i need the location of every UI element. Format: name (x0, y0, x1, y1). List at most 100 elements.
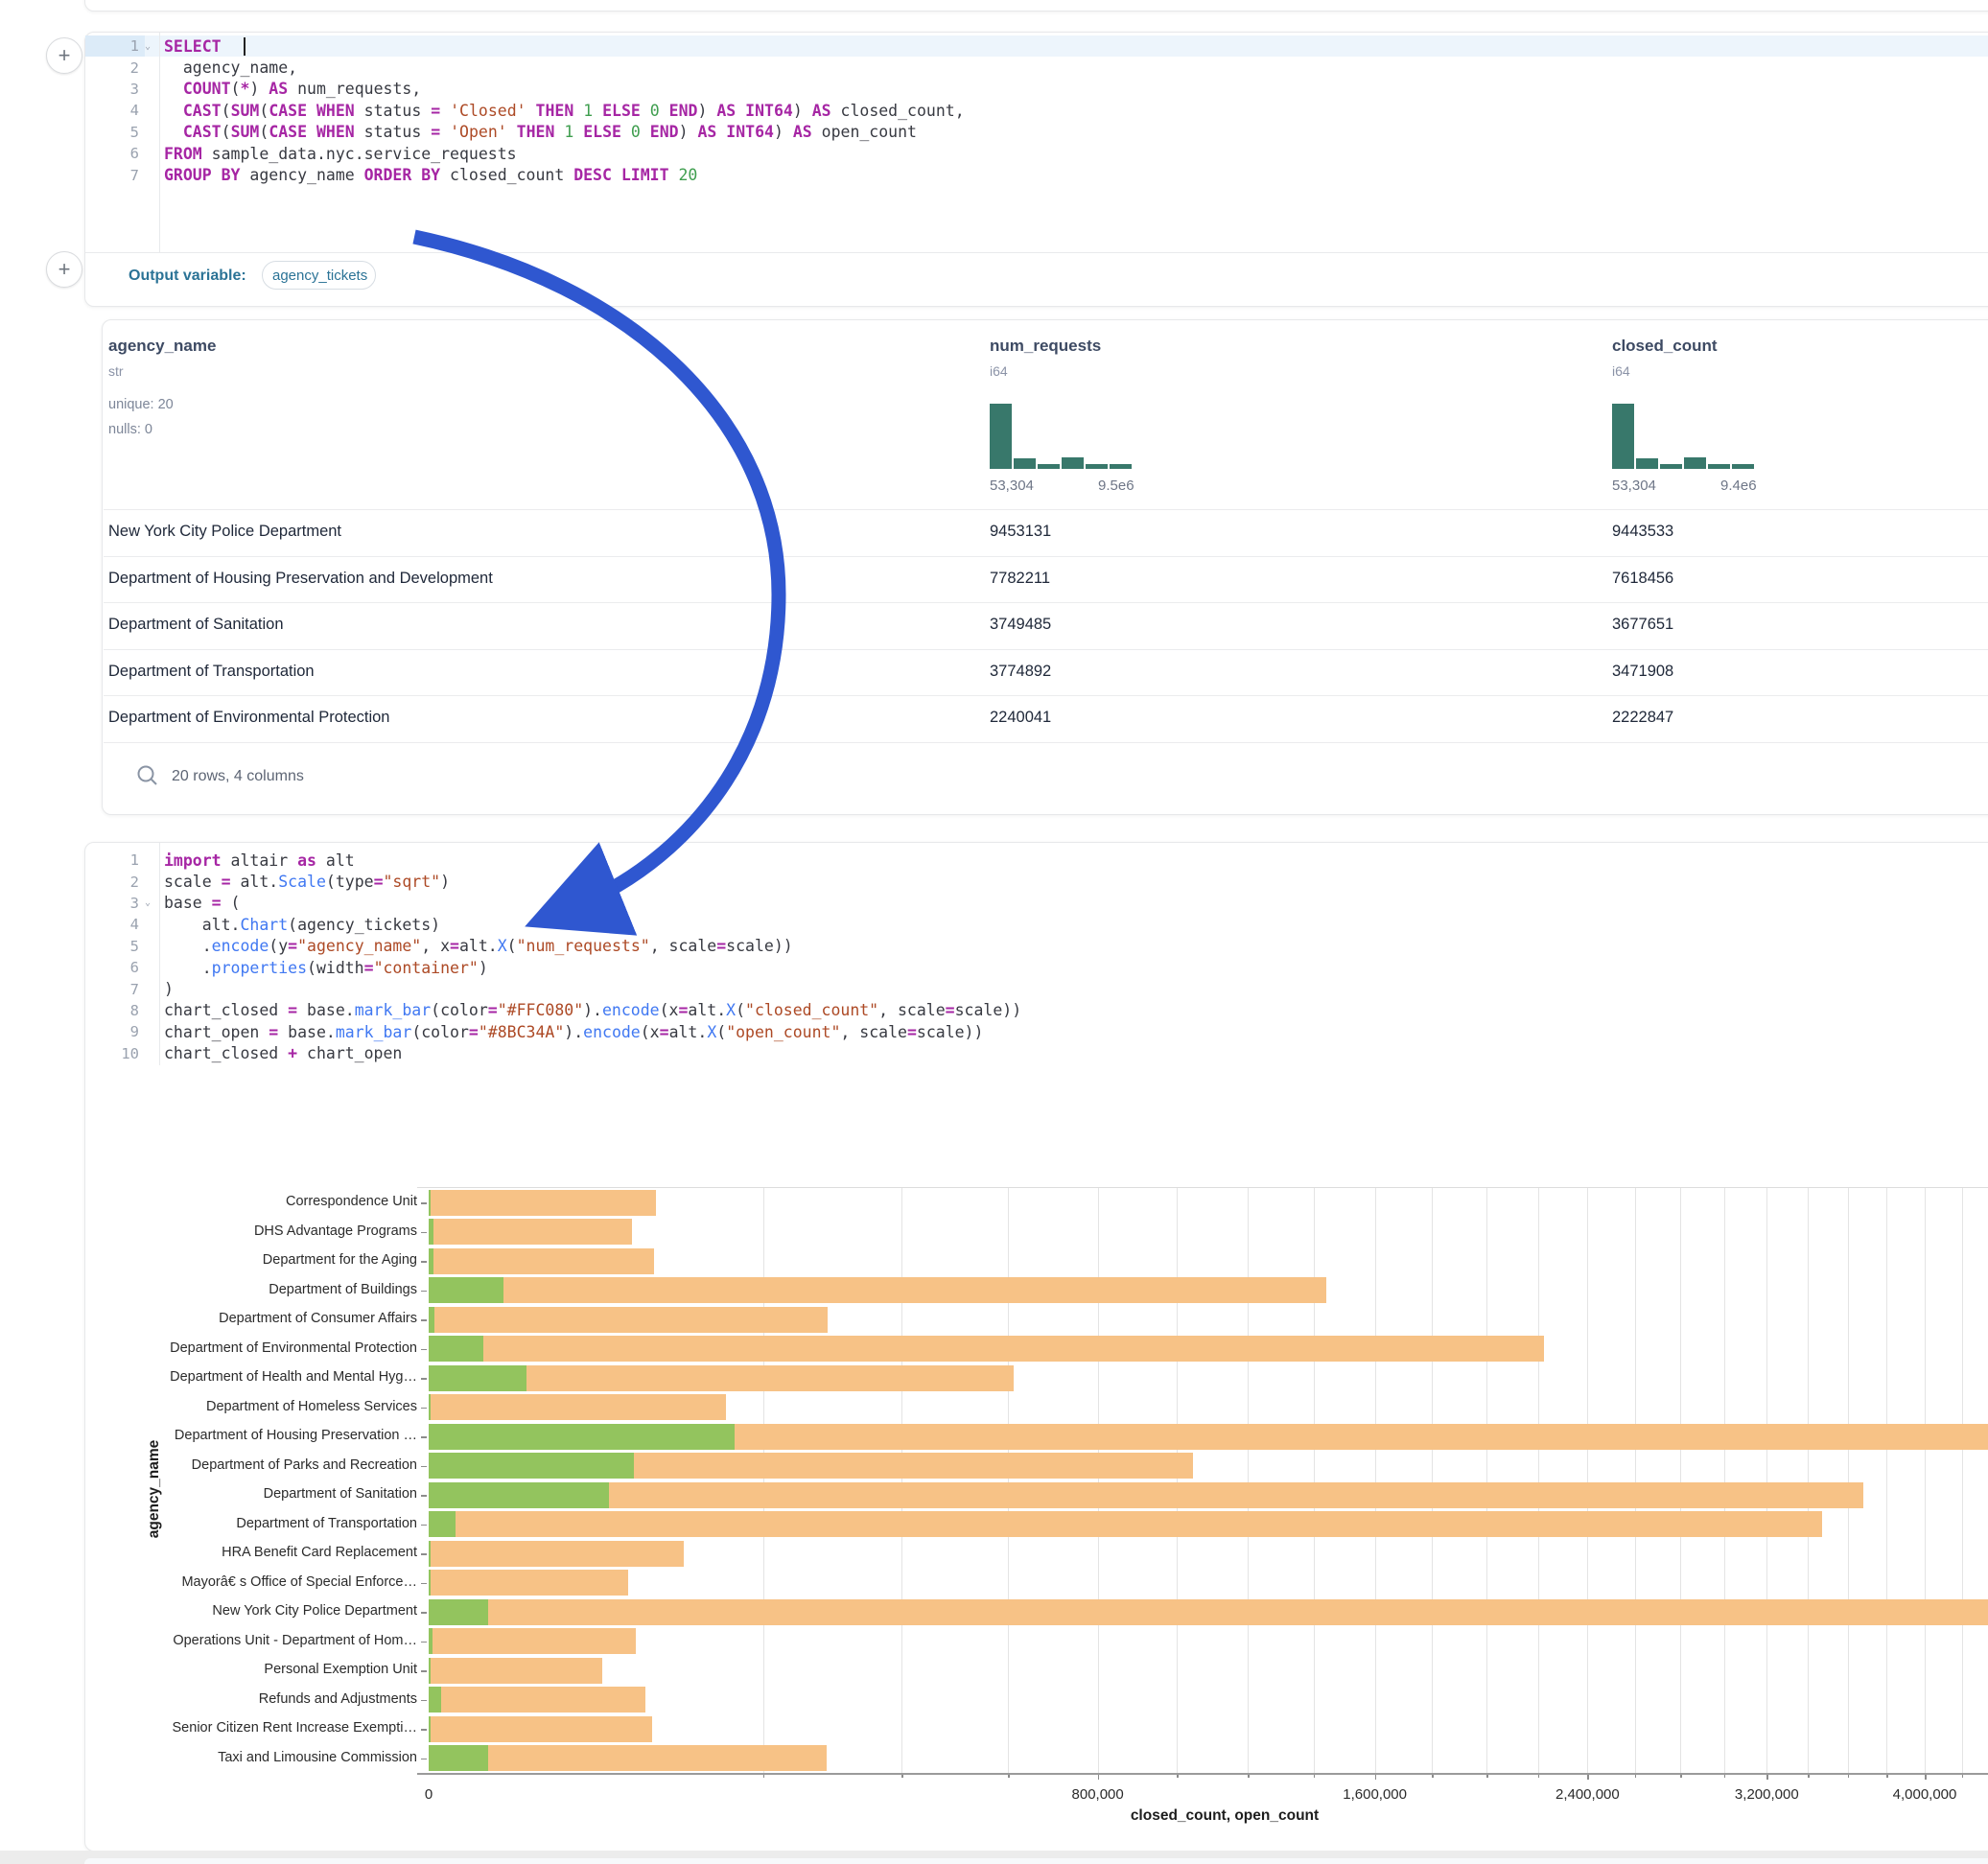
open-count-bar (429, 1307, 434, 1333)
line-number: 8 (85, 1000, 145, 1021)
open-count-bar (429, 1511, 456, 1537)
output-variable-value: agency_tickets (272, 268, 367, 284)
gridline (1314, 1188, 1315, 1773)
table-cell: 3471908 (1612, 663, 1673, 681)
fold-chevron-icon[interactable]: ⌄ (145, 897, 158, 908)
histogram-bar (1684, 457, 1706, 469)
code-text: ) (158, 980, 174, 998)
gridline (1248, 1188, 1249, 1773)
code-text: scale = alt.Scale(type="sqrt") (158, 873, 450, 891)
table-cell: 3774892 (990, 663, 1051, 681)
gridline (901, 1188, 902, 1773)
gridline (1635, 1188, 1636, 1773)
gridline (1538, 1188, 1539, 1773)
line-number: 5 (85, 122, 145, 143)
gridline (1375, 1188, 1376, 1773)
code-line[interactable]: 2 agency_name, (85, 57, 1988, 78)
table-cell: 9453131 (990, 523, 1051, 541)
code-text: base = ( (158, 894, 240, 912)
x-axis-label: 1,600,000 (1343, 1786, 1407, 1803)
code-line[interactable]: 4 alt.Chart(agency_tickets) (85, 914, 1988, 935)
y-axis-label: New York City Police Department (112, 1603, 417, 1619)
line-number: 10 (85, 1043, 145, 1064)
output-variable-pill[interactable]: agency_tickets (262, 261, 376, 290)
open-count-bar (429, 1628, 433, 1654)
open-count-bar (429, 1394, 431, 1420)
open-count-bar (429, 1424, 735, 1450)
y-axis-label: Department of Transportation (112, 1516, 417, 1531)
gutter-divider (159, 843, 160, 1065)
closed-count-bar (429, 1219, 632, 1245)
line-number: 7 (85, 978, 145, 999)
row-divider (104, 742, 1988, 743)
code-line[interactable]: 5 CAST(SUM(CASE WHEN status = 'Open' THE… (85, 122, 1988, 143)
open-count-bar (429, 1277, 503, 1303)
line-number: 3 (85, 893, 145, 914)
table-cell: Department of Environmental Protection (108, 709, 389, 727)
code-line[interactable]: 9chart_open = base.mark_bar(color="#8BC3… (85, 1021, 1988, 1042)
histogram-bar (1660, 464, 1682, 469)
column-header-num_requests[interactable]: num_requests (990, 337, 1101, 356)
closed-count-bar (429, 1687, 645, 1713)
code-line[interactable]: 6FROM sample_data.nyc.service_requests (85, 143, 1988, 164)
line-number: 3 (85, 79, 145, 100)
histogram-bar (1636, 458, 1658, 469)
search-icon[interactable] (135, 763, 160, 788)
y-axis-tick (421, 1202, 427, 1204)
column-type: str (108, 363, 124, 379)
y-axis-tick (421, 1466, 427, 1468)
code-line[interactable]: 10chart_closed + chart_open (85, 1043, 1988, 1064)
y-axis-label: Department for the Aging (112, 1252, 417, 1268)
code-line[interactable]: 1⌄SELECT (85, 35, 1988, 57)
code-line[interactable]: 5 .encode(y="agency_name", x=alt.X("num_… (85, 936, 1988, 957)
column-header-closed_count[interactable]: closed_count (1612, 337, 1718, 356)
table-cell: 3749485 (990, 616, 1051, 634)
y-axis-tick (421, 1349, 427, 1351)
open-count-bar (429, 1687, 441, 1713)
column-stat: nulls: 0 (108, 422, 152, 437)
add-cell-button-top[interactable]: + (46, 37, 82, 74)
table-cell: 9443533 (1612, 523, 1673, 541)
closed-count-bar (429, 1511, 1822, 1537)
code-line[interactable]: 1import altair as alt (85, 850, 1988, 871)
y-axis-label: Department of Sanitation (112, 1486, 417, 1502)
y-axis-tick (421, 1291, 427, 1293)
code-line[interactable]: 7GROUP BY agency_name ORDER BY closed_co… (85, 164, 1988, 185)
table-footer-summary: 20 rows, 4 columns (172, 768, 304, 785)
code-line[interactable]: 3⌄base = ( (85, 893, 1988, 914)
sql-code-editor[interactable]: 1⌄SELECT2 agency_name,3 COUNT(*) AS num_… (85, 35, 1988, 252)
altair-chart: 0800,0001,600,0002,400,0003,200,0004,000… (85, 1065, 1988, 1850)
open-count-bar (429, 1453, 634, 1479)
closed-count-bar (429, 1599, 1988, 1625)
code-line[interactable]: 3 COUNT(*) AS num_requests, (85, 79, 1988, 100)
code-line[interactable]: 8 chart_closed = base.mark_bar(color="#FF… (85, 1000, 1988, 1021)
gridline (1432, 1188, 1433, 1773)
add-cell-button-mid[interactable]: + (46, 251, 82, 288)
y-axis-label: Refunds and Adjustments (112, 1691, 417, 1707)
code-text: chart_closed = base.mark_bar(color="#FFC… (158, 1001, 1021, 1019)
code-line[interactable]: 6 .properties(width="container") (85, 957, 1988, 978)
fold-chevron-icon[interactable]: ⌄ (145, 41, 158, 52)
code-text: SELECT (158, 37, 222, 56)
code-line[interactable]: 4 CAST(SUM(CASE WHEN status = 'Closed' T… (85, 100, 1988, 121)
table-cell: 7618456 (1612, 570, 1673, 588)
code-text: .properties(width="container") (158, 959, 488, 977)
histogram-bar (1062, 457, 1084, 469)
table-cell: 7782211 (990, 570, 1050, 588)
line-number: 2 (85, 57, 145, 78)
x-axis-line (417, 1773, 1988, 1775)
gridline (1962, 1188, 1963, 1773)
y-axis-tick (421, 1759, 427, 1760)
row-divider (104, 509, 1988, 510)
line-number: 4 (85, 914, 145, 935)
code-text: import altair as alt (158, 851, 355, 870)
y-axis-tick (421, 1525, 427, 1526)
column-header-agency_name[interactable]: agency_name (108, 337, 216, 356)
y-axis-tick (421, 1232, 427, 1234)
column-histogram (990, 402, 1132, 469)
code-line[interactable]: 2scale = alt.Scale(type="sqrt") (85, 871, 1988, 892)
code-line[interactable]: 7) (85, 978, 1988, 999)
python-code-editor[interactable]: 1import altair as alt2scale = alt.Scale(… (85, 850, 1988, 1066)
row-divider (104, 649, 1988, 650)
y-axis-tick (421, 1408, 427, 1410)
